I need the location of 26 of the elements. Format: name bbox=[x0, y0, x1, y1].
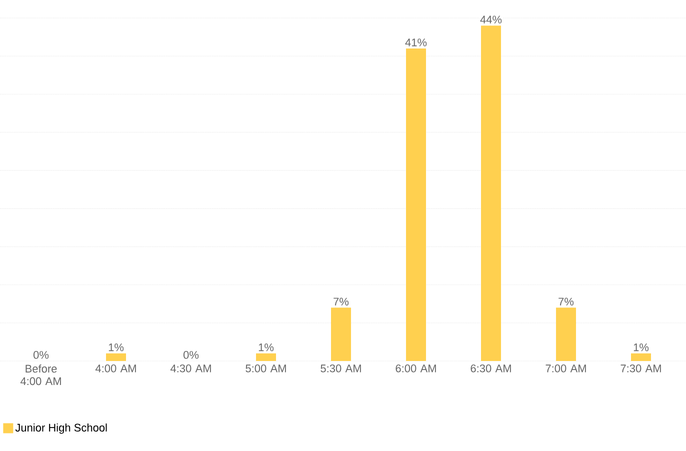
data-label: 0% bbox=[184, 351, 199, 359]
data-label: 44% bbox=[480, 16, 502, 24]
x-tick-label: 6:00 AM bbox=[396, 364, 436, 372]
x-tick-label: 4:30 AM bbox=[170, 364, 211, 372]
x-tick-label: 7:00 AM bbox=[546, 364, 586, 372]
data-label: 0% bbox=[34, 351, 49, 359]
x-tick-label: 5:30 AM bbox=[320, 364, 361, 372]
bar bbox=[331, 308, 352, 361]
bar bbox=[481, 26, 502, 361]
x-tick-label: 6:30 AM bbox=[470, 364, 511, 372]
x-tick-label: 4:00 AM bbox=[95, 364, 136, 372]
x-tick-label: 5:00 AM bbox=[246, 364, 286, 372]
bar bbox=[406, 48, 426, 361]
bar bbox=[556, 308, 576, 361]
bar bbox=[106, 353, 126, 361]
bar bbox=[256, 353, 276, 361]
data-label: 1% bbox=[258, 343, 274, 352]
data-label: 1% bbox=[108, 343, 124, 352]
data-label: 1% bbox=[634, 343, 649, 352]
x-tick-label: Before 4:00 AM bbox=[20, 364, 61, 386]
x-tick-label: 7:30 AM bbox=[620, 364, 661, 372]
legend-label: Junior High School bbox=[15, 423, 107, 434]
data-label: 7% bbox=[558, 298, 574, 306]
data-label: 7% bbox=[334, 298, 349, 306]
bar bbox=[631, 353, 652, 361]
data-label: 41% bbox=[405, 38, 427, 46]
